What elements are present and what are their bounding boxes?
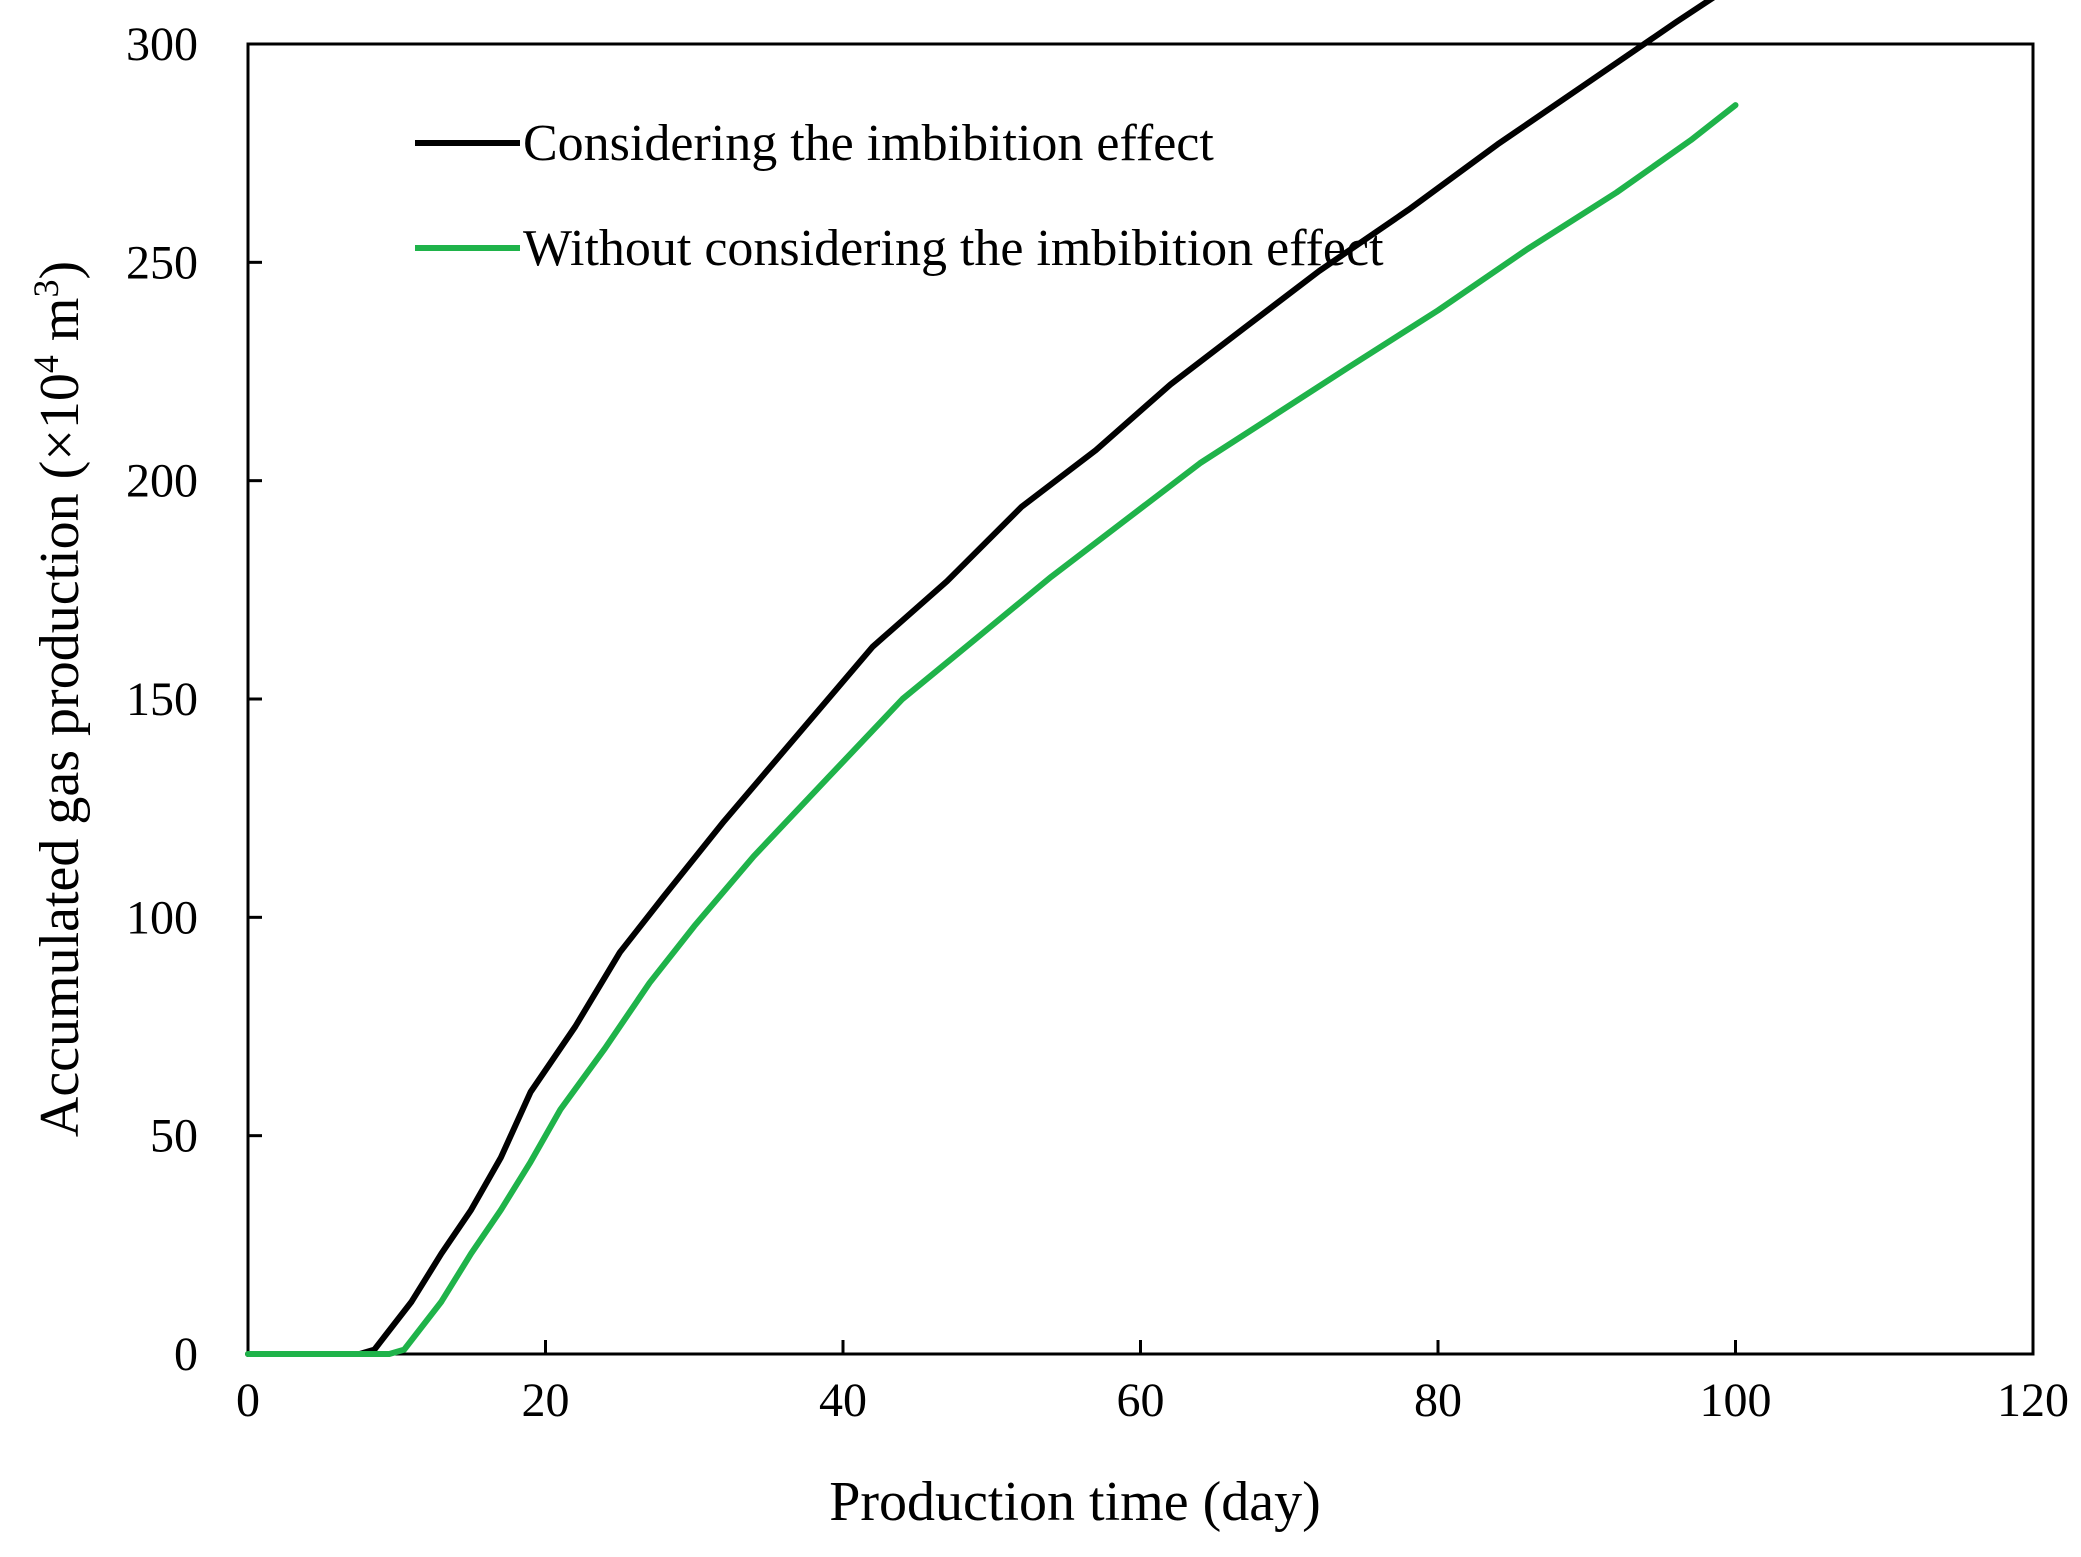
y-axis-ticks: 0 50 100 150 200 250 300 bbox=[126, 18, 262, 1381]
x-axis-ticks: 0 20 40 60 80 100 120 bbox=[236, 1340, 2069, 1427]
y-axis-title-main: Accumulated gas production (×10 bbox=[29, 373, 91, 1137]
legend-label-without: Without considering the imbibition effec… bbox=[523, 220, 1384, 277]
x-tick-label: 80 bbox=[1414, 1374, 1462, 1427]
x-tick-label: 40 bbox=[819, 1374, 867, 1427]
y-axis-title-mid: m bbox=[29, 298, 91, 356]
x-tick-label: 60 bbox=[1117, 1374, 1165, 1427]
x-tick-label: 20 bbox=[522, 1374, 570, 1427]
y-tick-label: 0 bbox=[174, 1328, 198, 1381]
y-tick-label: 150 bbox=[126, 673, 198, 726]
y-tick-label: 100 bbox=[126, 891, 198, 944]
y-axis-title-sup2: 3 bbox=[26, 280, 66, 298]
series-line-without bbox=[245, 102, 1739, 1357]
y-axis-title-end: ) bbox=[29, 261, 91, 280]
y-axis-title-sup1: 4 bbox=[26, 355, 66, 373]
y-tick-label: 200 bbox=[126, 455, 198, 508]
y-tick-label: 50 bbox=[150, 1110, 198, 1163]
series-lines bbox=[245, 0, 1739, 1357]
x-tick-label: 0 bbox=[236, 1374, 260, 1427]
series-line-considering bbox=[245, 0, 1716, 1357]
legend-label-considering: Considering the imbibition effect bbox=[523, 115, 1214, 172]
legend: Considering the imbibition effect Withou… bbox=[415, 115, 1384, 277]
y-tick-label: 250 bbox=[126, 236, 198, 289]
y-axis-title: Accumulated gas production (×104 m3) bbox=[26, 261, 91, 1137]
x-tick-label: 100 bbox=[1700, 1374, 1772, 1427]
x-tick-label: 120 bbox=[1997, 1374, 2069, 1427]
x-axis-title: Production time (day) bbox=[829, 1471, 1320, 1533]
y-tick-label: 300 bbox=[126, 18, 198, 71]
